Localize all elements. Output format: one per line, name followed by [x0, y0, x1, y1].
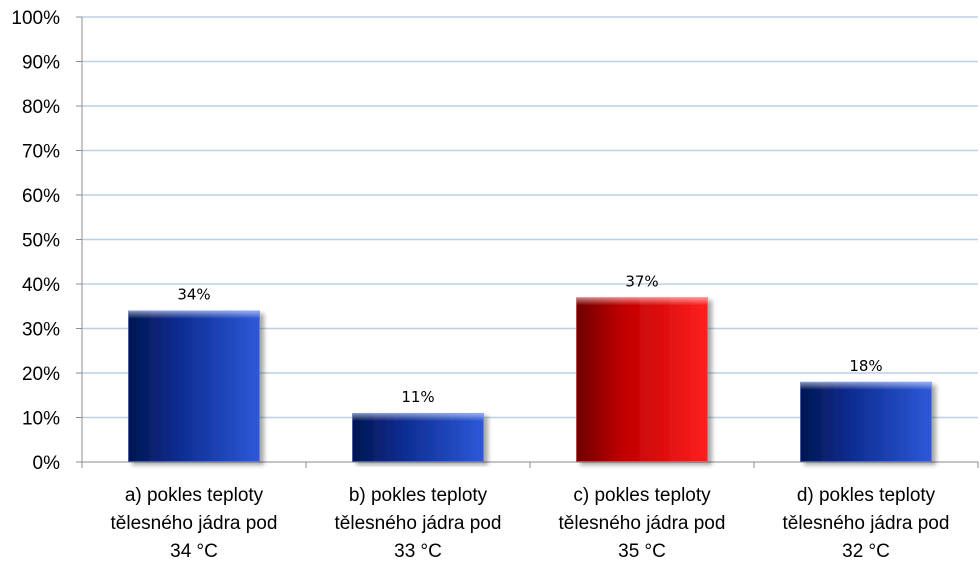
y-tick-label: 60% [22, 186, 60, 207]
category-label: d) pokles teploty tělesného jádra pod 32 °… [783, 485, 950, 562]
data-label: 11% [401, 388, 434, 406]
y-tick-label: 0% [33, 453, 61, 474]
y-tick-label: 80% [22, 97, 60, 118]
category-label: b) pokles teploty tělesného jádra pod 33 °… [335, 485, 502, 562]
data-label: 34% [177, 286, 210, 304]
bar [352, 413, 484, 462]
y-tick-label: 70% [22, 142, 60, 163]
bars [128, 297, 932, 463]
category-label: a) pokles teploty tělesného jádra pod 34 °… [111, 485, 278, 562]
bar [128, 310, 260, 463]
y-tick-label: 10% [22, 409, 60, 430]
category-label: c) pokles teploty tělesného jádra pod 35 °… [559, 485, 726, 562]
y-tick-label: 20% [22, 364, 60, 385]
y-tick-label: 100% [11, 8, 60, 29]
y-tick-label: 30% [22, 320, 60, 341]
y-tick-label: 50% [22, 231, 60, 252]
bar [800, 381, 932, 462]
bar [576, 297, 708, 462]
data-label: 18% [849, 357, 882, 375]
y-tick-label: 90% [22, 53, 60, 74]
data-label: 37% [625, 272, 658, 290]
labels: 0% 10% 20% 30% 40% 50% 60% 70% 80% 90% 100% 34% a) p… [11, 8, 949, 562]
y-tick-label: 40% [22, 275, 60, 296]
